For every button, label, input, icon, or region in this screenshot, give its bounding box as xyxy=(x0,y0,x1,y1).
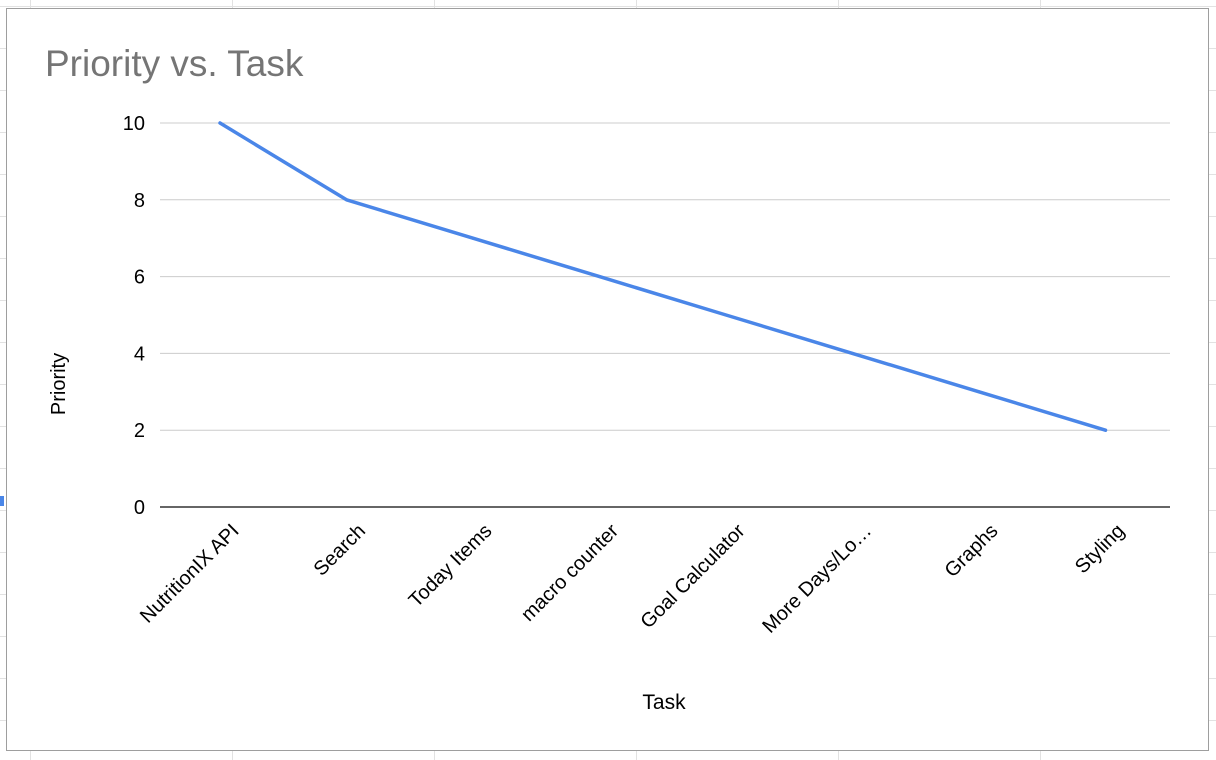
data-point xyxy=(851,351,854,355)
y-tick-label: 10 xyxy=(123,113,145,135)
x-axis-label: Task xyxy=(642,691,686,714)
y-axis-label: Priority xyxy=(48,353,70,415)
x-tick-label: More Days/Lo… xyxy=(758,520,876,638)
x-tick-label: Styling xyxy=(1071,520,1129,578)
y-tick-label: 8 xyxy=(134,190,145,212)
x-tick-label: NutritionIX API xyxy=(136,520,244,628)
data-point xyxy=(724,313,728,317)
data-point xyxy=(218,121,222,125)
y-tick-label: 0 xyxy=(134,497,145,519)
series-line xyxy=(218,121,1108,432)
selection-handle[interactable] xyxy=(0,496,4,506)
x-tick-label: Search xyxy=(310,520,370,580)
data-point xyxy=(1104,428,1107,432)
x-tick-label: Goal Calculator xyxy=(637,520,750,633)
data-point xyxy=(977,390,981,394)
chart-container[interactable] xyxy=(6,8,1209,751)
chart-title: Priority vs. Task xyxy=(45,43,304,84)
series-lines xyxy=(218,121,1108,432)
x-tick-label: Today Items xyxy=(405,520,497,612)
data-point xyxy=(345,198,348,202)
y-tick-label: 6 xyxy=(134,267,145,289)
y-tick-labels: 0 2 4 6 8 10 xyxy=(123,113,145,519)
y-tick-label: 4 xyxy=(134,343,145,365)
data-point xyxy=(598,275,601,279)
y-tick-label: 2 xyxy=(134,420,145,442)
x-tick-label: macro counter xyxy=(517,520,623,626)
data-point xyxy=(471,236,475,240)
gridlines xyxy=(160,122,1170,508)
x-tick-labels: NutritionIX API Search Today Items macro co… xyxy=(136,520,1129,638)
x-tick-label: Graphs xyxy=(941,520,1003,582)
